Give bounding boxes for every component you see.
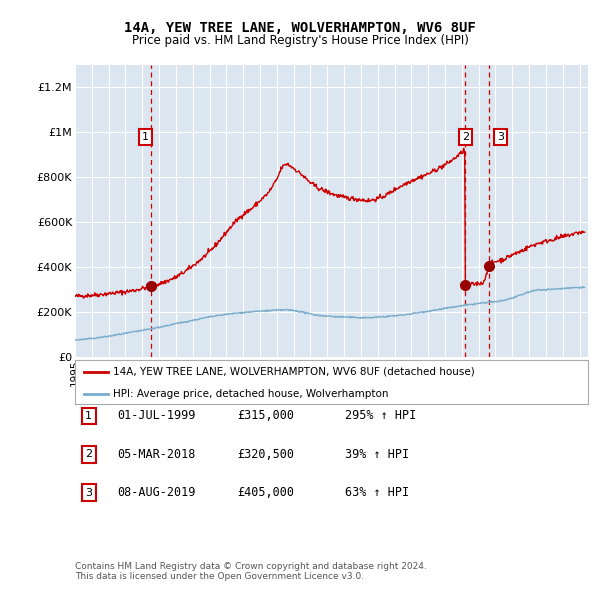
- Text: Price paid vs. HM Land Registry's House Price Index (HPI): Price paid vs. HM Land Registry's House …: [131, 34, 469, 47]
- Text: £315,000: £315,000: [237, 409, 294, 422]
- Text: 05-MAR-2018: 05-MAR-2018: [117, 448, 196, 461]
- Text: £320,500: £320,500: [237, 448, 294, 461]
- Text: HPI: Average price, detached house, Wolverhampton: HPI: Average price, detached house, Wolv…: [113, 389, 389, 399]
- Text: 63% ↑ HPI: 63% ↑ HPI: [345, 486, 409, 499]
- Text: 39% ↑ HPI: 39% ↑ HPI: [345, 448, 409, 461]
- Text: 01-JUL-1999: 01-JUL-1999: [117, 409, 196, 422]
- Text: 14A, YEW TREE LANE, WOLVERHAMPTON, WV6 8UF (detached house): 14A, YEW TREE LANE, WOLVERHAMPTON, WV6 8…: [113, 367, 475, 377]
- Text: 3: 3: [497, 132, 504, 142]
- Text: Contains HM Land Registry data © Crown copyright and database right 2024.
This d: Contains HM Land Registry data © Crown c…: [75, 562, 427, 581]
- Text: 1: 1: [142, 132, 149, 142]
- Text: 295% ↑ HPI: 295% ↑ HPI: [345, 409, 416, 422]
- Text: 2: 2: [85, 450, 92, 459]
- Text: 2: 2: [462, 132, 469, 142]
- Text: 08-AUG-2019: 08-AUG-2019: [117, 486, 196, 499]
- Text: 3: 3: [85, 488, 92, 497]
- Text: 14A, YEW TREE LANE, WOLVERHAMPTON, WV6 8UF: 14A, YEW TREE LANE, WOLVERHAMPTON, WV6 8…: [124, 21, 476, 35]
- Text: £405,000: £405,000: [237, 486, 294, 499]
- Text: 1: 1: [85, 411, 92, 421]
